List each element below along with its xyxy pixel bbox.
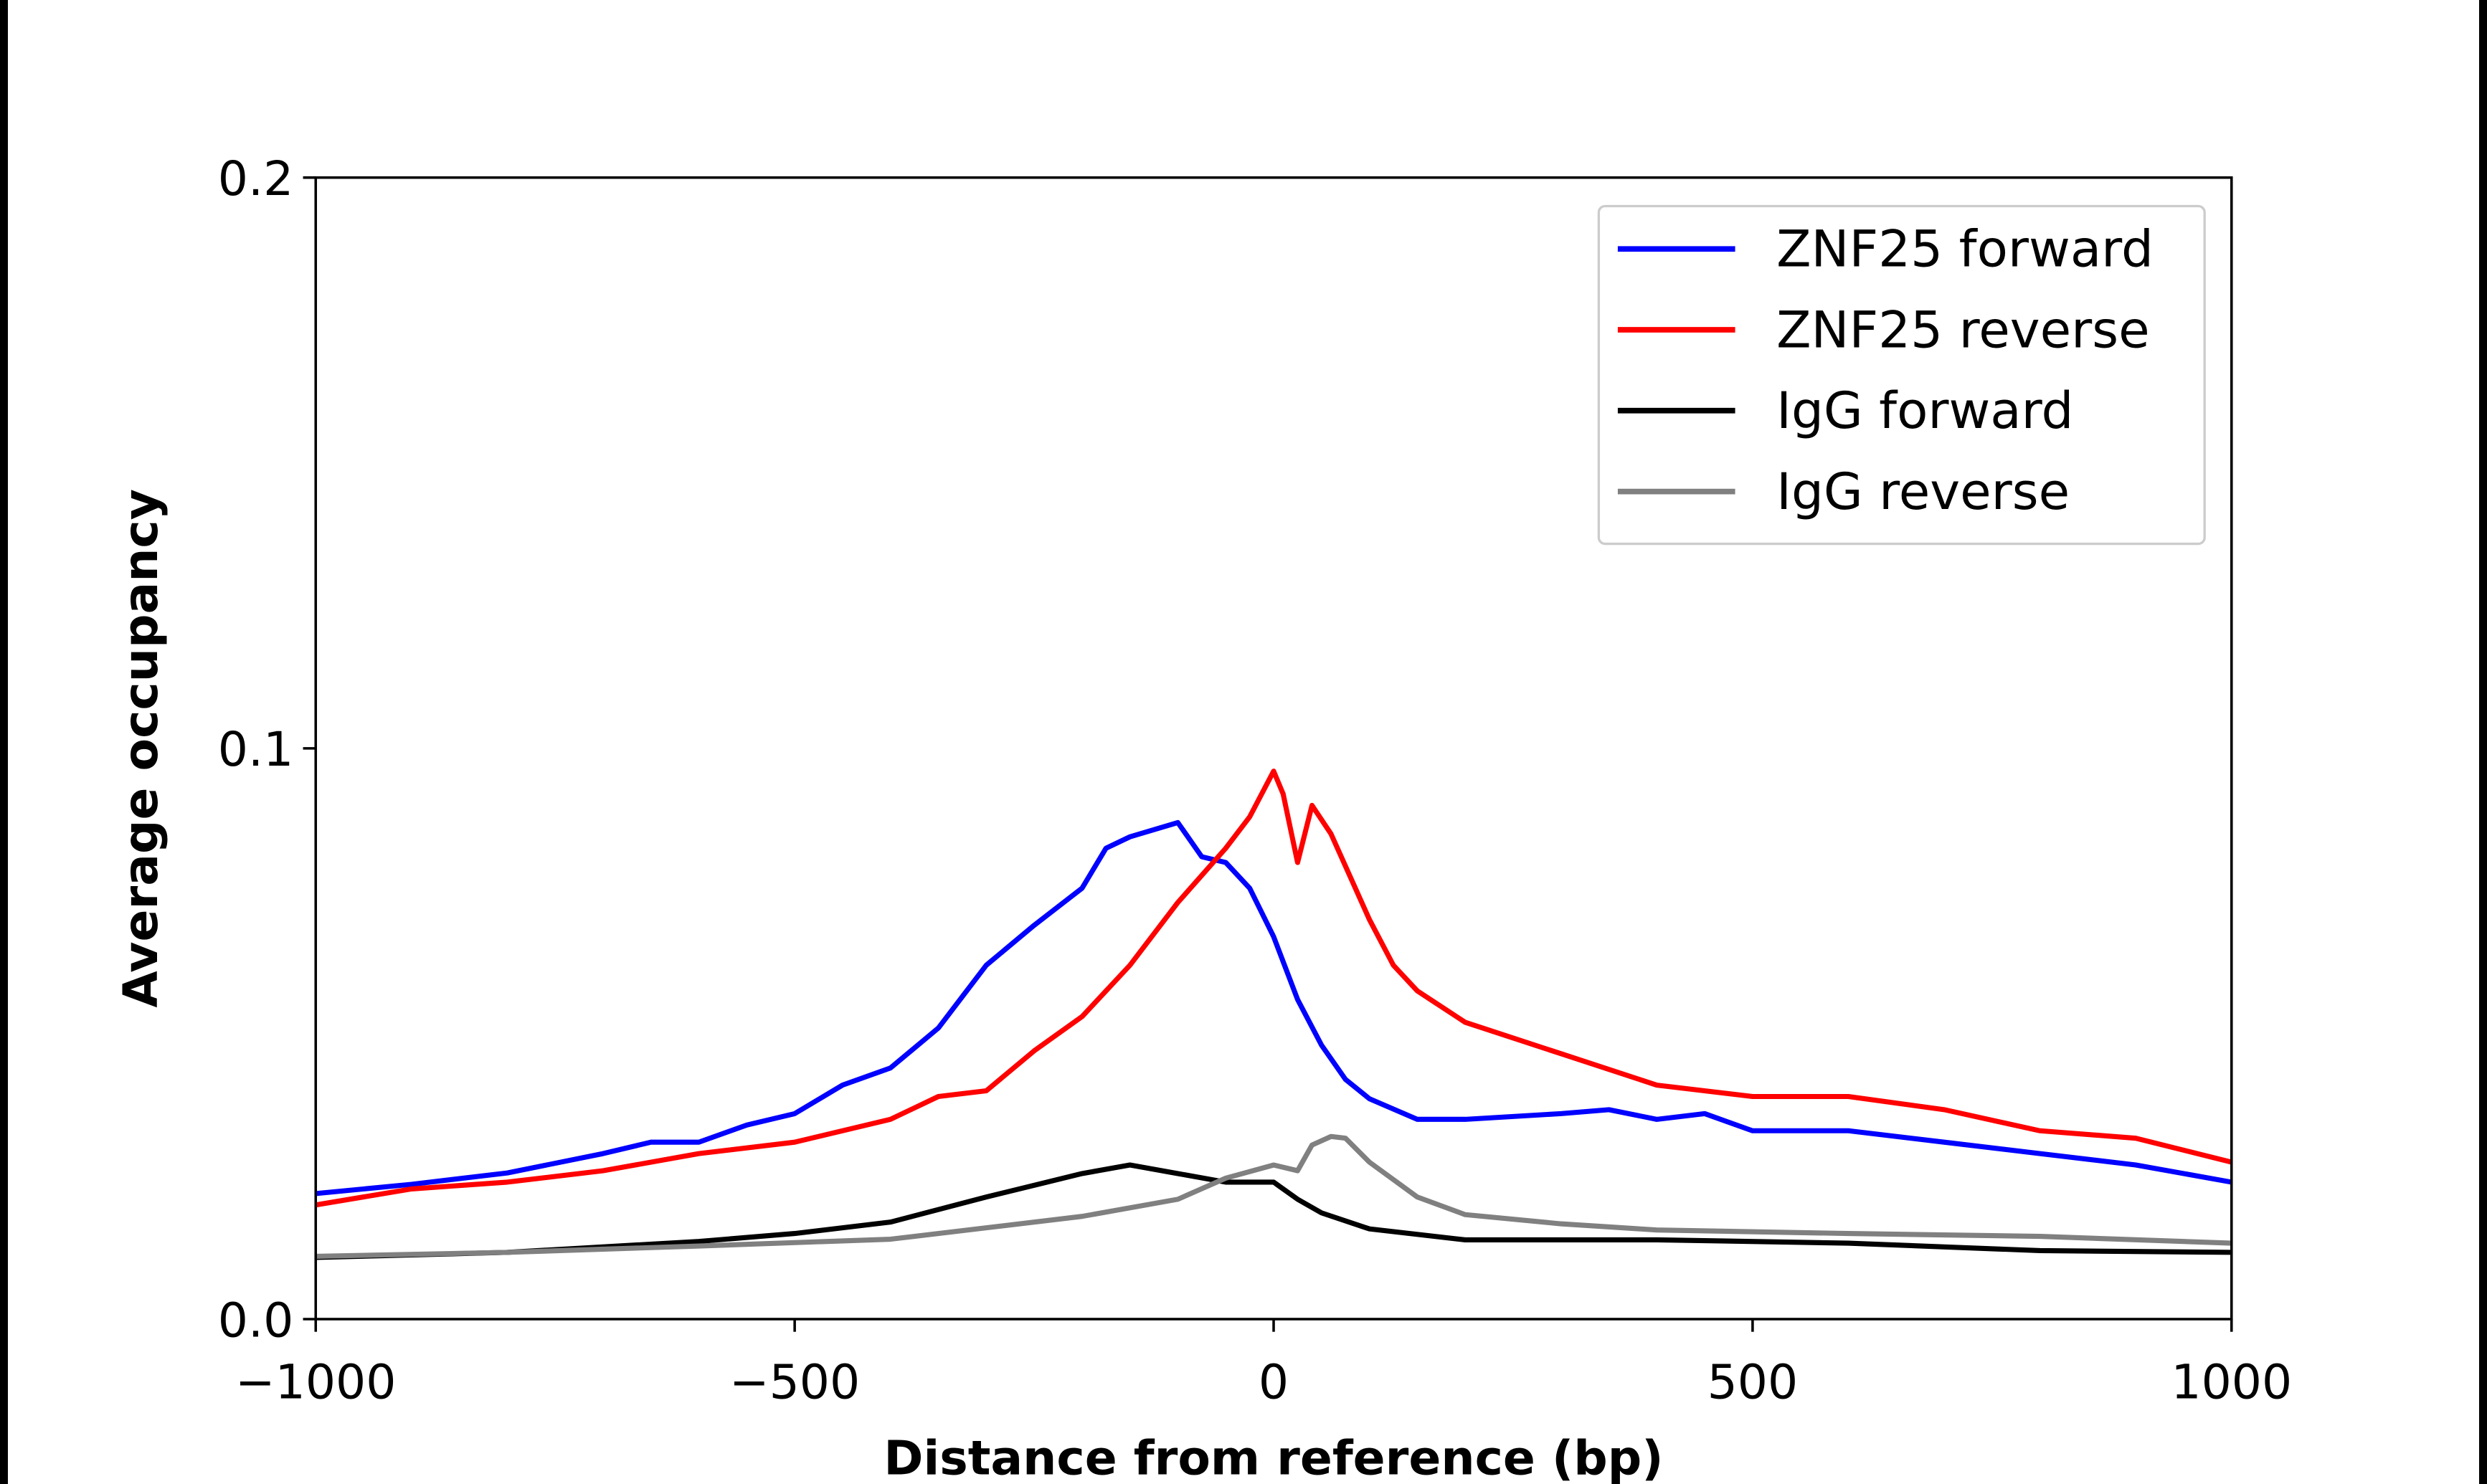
legend-entry: IgG reverse [1617,462,2070,521]
legend-label: IgG reverse [1776,462,2070,521]
legend-box [1597,204,2206,546]
legend-label: ZNF25 reverse [1776,300,2150,359]
x-tick-label: −500 [729,1354,860,1410]
series-line-znf25-forward [315,819,2232,1197]
series-line-igg-forward [316,1162,2232,1260]
x-axis-label: Distance from reference (bp) [884,1430,1663,1484]
x-tick-label: 500 [1707,1354,1799,1410]
x-tick-label: 1000 [2171,1354,2292,1410]
series-line-znf25-reverse [315,769,2232,1208]
y-axis: 0.0 0.1 0.2 [218,151,316,1348]
legend: ZNF25 forward ZNF25 reverse IgG forward IgG… [1597,204,2206,546]
y-tick-label: 0.0 [218,1292,293,1348]
x-tick-label: −1000 [235,1354,396,1410]
series-layer [315,769,2232,1260]
legend-entry: ZNF25 forward [1617,219,2154,279]
series-line-igg-reverse [316,1133,2232,1259]
legend-label: ZNF25 forward [1776,219,2154,279]
legend-label: IgG forward [1776,381,2073,440]
legend-entry: IgG forward [1617,381,2073,440]
y-axis-label: Average occupancy [113,489,169,1008]
y-tick-label: 0.1 [218,721,293,777]
y-tick-label: 0.2 [218,151,293,206]
x-tick-label: 0 [1259,1354,1289,1410]
x-axis: −1000 −500 0 500 1000 [235,1319,2292,1410]
legend-entry: ZNF25 reverse [1617,300,2150,359]
